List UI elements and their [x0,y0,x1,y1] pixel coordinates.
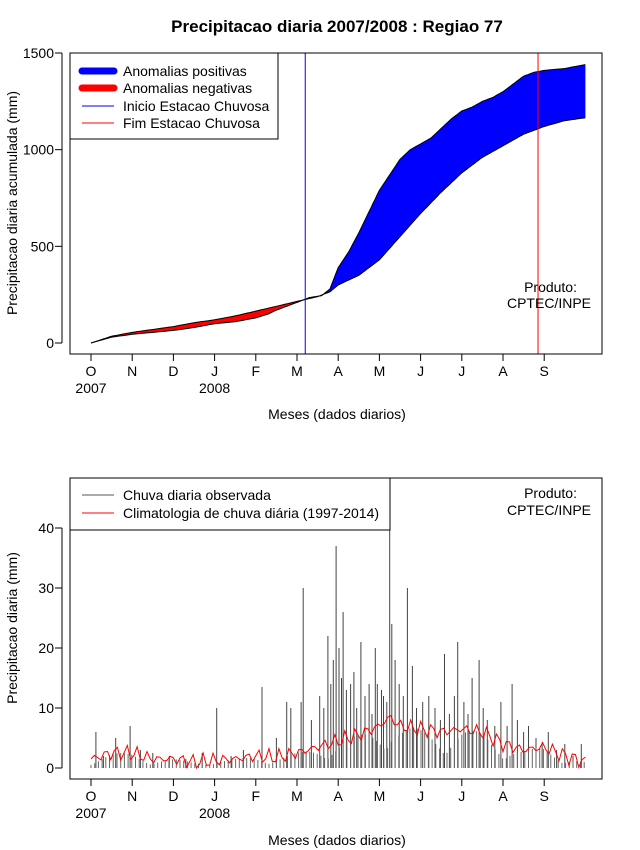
legend-label-inicio: Inicio Estacao Chuvosa [123,98,270,114]
legend-label-fim: Fim Estacao Chuvosa [123,115,260,131]
bottom-legend-box [69,477,391,531]
top-x-tick-label: A [334,363,344,379]
legend-label-positive: Anomalias positivas [123,63,247,79]
top-product-source: CPTEC/INPE [507,295,591,311]
bottom-y-tick-label: 20 [38,640,54,656]
top-legend-box [69,52,279,140]
legend-label-negative: Anomalias negativas [123,80,252,96]
observed-accumulated-line [90,64,586,344]
daily-rain-bars [90,522,585,768]
bottom-x-tick-label: A [334,788,344,804]
bottom-y-tick-label: 40 [38,520,54,536]
bottom-x-tick-label: J [458,788,465,804]
bottom-y-tick-label: 10 [38,700,54,716]
bottom-x-tick-label: J [417,788,424,804]
bottom-y-axis: 0 10 20 30 40 [38,520,63,776]
bottom-product-source: CPTEC/INPE [507,502,591,518]
top-x-tick-label: J [417,363,424,379]
bottom-y-tick-label: 30 [38,580,54,596]
top-legend: Anomalias positivas Anomalias negativas … [69,52,279,140]
top-x-tick-label: M [374,363,386,379]
legend-label-climatology: Climatologia de chuva diária (1997-2014) [123,505,379,521]
top-year-label: 2008 [199,380,230,396]
top-x-tick-label: J [458,363,465,379]
bottom-x-tick-label: J [211,788,218,804]
bottom-x-axis: O N D J F M A M J J A S 2007 2008 [75,778,549,821]
top-x-tick-label: J [211,363,218,379]
bottom-product-label: Produto: [524,485,577,501]
top-x-tick-label: N [127,363,137,379]
bottom-y-axis-label: Precipitacao diaria (mm) [4,552,20,704]
top-x-axis: O N D J F M A M J J A S 2007 2008 [75,353,549,396]
legend-label-observed: Chuva diaria observada [123,487,271,503]
bottom-x-axis-label: Meses (dados diarios) [268,832,406,848]
top-year-label: 2007 [75,380,106,396]
bottom-legend: Chuva diaria observada Climatologia de c… [69,477,391,531]
top-x-tick-label: S [540,363,549,379]
top-product-label: Produto: [524,279,577,295]
top-x-tick-label: F [252,363,261,379]
positive-anomaly-area [91,64,586,343]
bottom-x-tick-label: M [291,788,303,804]
bottom-x-tick-label: A [498,788,508,804]
top-x-tick-label: M [291,363,303,379]
climatology-daily-line [90,714,586,770]
top-x-tick-label: D [168,363,178,379]
bottom-x-tick-label: M [374,788,386,804]
top-y-axis: 0 500 1000 1500 [23,45,63,351]
top-x-tick-label: A [498,363,508,379]
top-x-axis-label: Meses (dados diarios) [268,406,406,422]
top-x-tick-label: O [86,363,97,379]
bottom-x-tick-label: N [127,788,137,804]
bottom-x-tick-label: S [540,788,549,804]
bottom-year-label: 2007 [75,805,106,821]
top-y-axis-label: Precipitacao diaria acumulada (mm) [4,91,20,315]
climatology-accumulated-line [90,117,586,344]
top-y-tick-label: 500 [31,238,55,254]
top-y-tick-label: 1000 [23,142,54,158]
chart-title: Precipitacao diaria 2007/2008 : Regiao 7… [171,17,503,36]
bottom-x-tick-label: O [86,788,97,804]
bottom-x-tick-label: F [252,788,261,804]
top-y-tick-label: 1500 [23,45,54,61]
bottom-y-tick-label: 0 [46,760,54,776]
bottom-x-tick-label: D [168,788,178,804]
top-y-tick-label: 0 [46,335,54,351]
bottom-year-label: 2008 [199,805,230,821]
